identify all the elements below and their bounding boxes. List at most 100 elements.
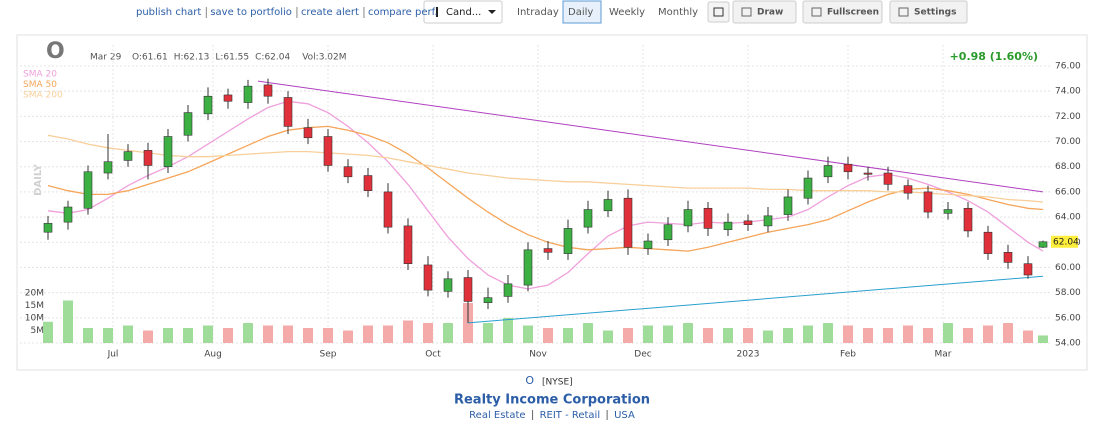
company-name[interactable]: Realty Income Corporation bbox=[454, 393, 650, 408]
y-tick-label: 64.00 bbox=[1055, 213, 1081, 223]
volume-tick-label: 5M bbox=[31, 326, 45, 336]
toolbar-button[interactable] bbox=[889, 0, 968, 24]
button-icon bbox=[898, 7, 909, 17]
timeframe[interactable]: Daily bbox=[568, 7, 593, 18]
calendar-button[interactable] bbox=[707, 1, 730, 23]
volume-tick-label: 15M bbox=[25, 301, 44, 311]
candle-body bbox=[223, 94, 233, 102]
candle-body bbox=[883, 172, 893, 185]
timeframe[interactable]: Weekly bbox=[609, 7, 645, 18]
candle-body bbox=[783, 196, 793, 215]
x-tick-label: Mar bbox=[935, 350, 952, 360]
volume-bar bbox=[1038, 335, 1048, 343]
volume-bar bbox=[643, 325, 653, 343]
candle-body bbox=[903, 185, 913, 194]
volume-bar bbox=[83, 328, 93, 343]
x-tick-label: Aug bbox=[204, 350, 222, 360]
toolbar-link[interactable]: create alert bbox=[301, 7, 359, 18]
button-icon bbox=[811, 7, 822, 17]
timeframe[interactable]: Intraday bbox=[517, 7, 559, 18]
toolbar-button[interactable] bbox=[732, 0, 797, 24]
volume-bar bbox=[303, 328, 313, 343]
candle-body bbox=[263, 84, 273, 97]
sectors: Real Estate REIT - Retail USA bbox=[469, 410, 635, 421]
volume-bar bbox=[823, 323, 833, 343]
toolbar-buttons: Draw Fullscreen Settings bbox=[732, 0, 968, 24]
y-axis-label: DAILY bbox=[33, 163, 44, 196]
calendar-icon bbox=[713, 7, 724, 17]
candle-body bbox=[123, 151, 133, 161]
volume-bar bbox=[663, 325, 673, 343]
quote-value: L:61.55 bbox=[215, 53, 249, 63]
legend-entry: SMA 200 bbox=[23, 91, 63, 101]
candle-body bbox=[83, 171, 93, 209]
y-tick-label: 72.00 bbox=[1055, 112, 1081, 122]
candle-body bbox=[383, 191, 393, 228]
change: +0.98 (1.60%) bbox=[950, 50, 1038, 63]
candle-body bbox=[703, 207, 713, 229]
candle-body bbox=[983, 231, 993, 254]
sector-link[interactable]: REIT - Retail bbox=[540, 410, 601, 421]
quote-value: C:62.04 bbox=[255, 53, 290, 63]
y-tick-label: 56.00 bbox=[1055, 313, 1081, 323]
button-label: Settings bbox=[914, 8, 956, 18]
volume-bar bbox=[63, 300, 73, 343]
exchange: [NYSE] bbox=[542, 378, 573, 388]
toolbar-link[interactable]: compare perf. bbox=[368, 7, 438, 18]
sma-line bbox=[47, 100, 1044, 290]
timeframes: Intraday Daily Weekly Monthly bbox=[517, 0, 698, 24]
candle-body bbox=[583, 209, 593, 228]
candle-body bbox=[343, 166, 353, 178]
selected-timeframe bbox=[562, 0, 602, 24]
candle-body bbox=[623, 197, 633, 248]
y-tick-label: 68.00 bbox=[1055, 162, 1081, 172]
volume-bar bbox=[183, 328, 193, 343]
volume-bar bbox=[43, 321, 53, 343]
toolbar-link[interactable]: publish chart bbox=[136, 7, 201, 18]
timeframe[interactable]: Monthly bbox=[658, 7, 698, 18]
button-label: Fullscreen bbox=[827, 8, 879, 18]
style-dropdown[interactable] bbox=[423, 0, 503, 24]
candle-body bbox=[943, 209, 953, 214]
volume-bar bbox=[243, 323, 253, 343]
candle-body bbox=[1038, 241, 1048, 248]
volume-bar bbox=[983, 325, 993, 343]
candle-body bbox=[43, 223, 53, 233]
candle-body bbox=[403, 225, 413, 264]
sector-link[interactable]: USA bbox=[614, 410, 635, 421]
volume-bar bbox=[703, 328, 713, 343]
candle-body bbox=[183, 112, 193, 136]
candle-body bbox=[1003, 252, 1013, 263]
y-tick-label: 60.00 bbox=[1055, 263, 1081, 273]
volume-bar bbox=[363, 325, 373, 343]
y-tick-label: 58.00 bbox=[1055, 288, 1081, 298]
sector-link[interactable]: Real Estate bbox=[469, 410, 525, 421]
button-icon bbox=[741, 7, 752, 17]
toolbar-link[interactable]: save to portfolio bbox=[210, 7, 292, 18]
quote-value: H:62.13 bbox=[174, 53, 210, 63]
candle-body bbox=[303, 127, 313, 139]
candle-body bbox=[603, 199, 613, 212]
toolbar-button[interactable] bbox=[802, 0, 883, 24]
volume-tick-label: 10M bbox=[25, 314, 44, 324]
volume-bar bbox=[563, 328, 573, 343]
volume-bar bbox=[403, 320, 413, 343]
last-price-tag bbox=[1051, 235, 1078, 248]
volume-bar bbox=[263, 325, 273, 343]
sma-line bbox=[47, 134, 1044, 203]
y-tick-label: 70.00 bbox=[1055, 137, 1081, 147]
candle-body bbox=[643, 240, 653, 249]
volume-bar bbox=[203, 325, 213, 343]
volume-bar bbox=[843, 325, 853, 343]
candle-body bbox=[663, 224, 673, 241]
volume-bar bbox=[603, 330, 613, 343]
volume-bar bbox=[283, 325, 293, 343]
footer-ticker: O bbox=[525, 374, 534, 387]
x-tick-label: 2023 bbox=[737, 350, 760, 360]
candle-body bbox=[203, 95, 213, 115]
candle-body bbox=[463, 277, 473, 302]
quote-value: O:61.61 bbox=[132, 53, 168, 63]
candle-body bbox=[923, 191, 933, 213]
volume-bar bbox=[423, 323, 433, 343]
candle-icon bbox=[436, 7, 438, 17]
